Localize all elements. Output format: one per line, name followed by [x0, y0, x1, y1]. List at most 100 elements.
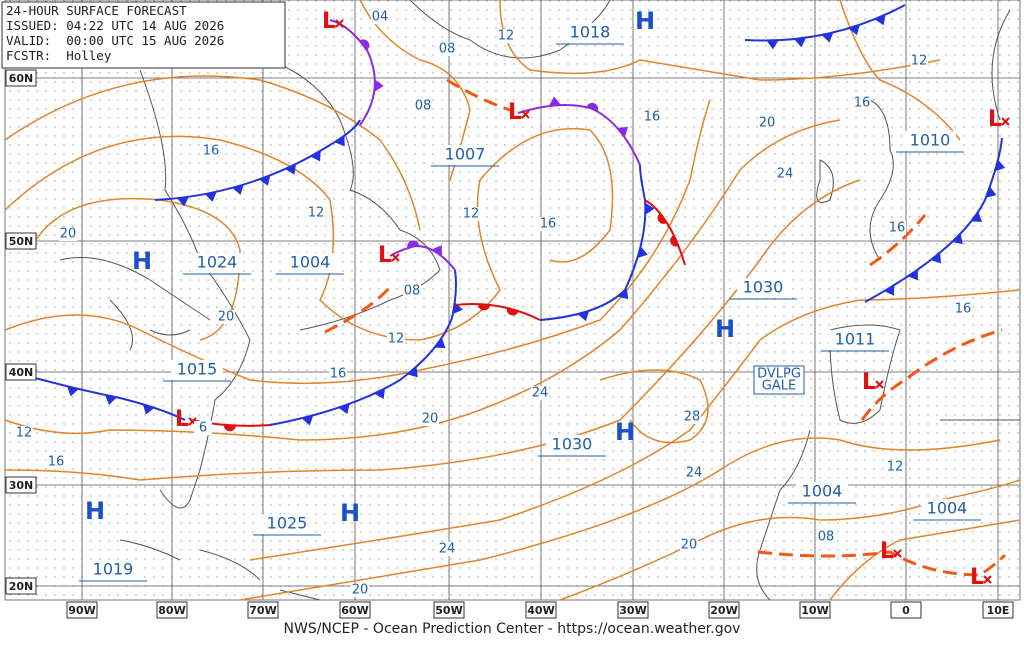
low-marker: L	[862, 370, 876, 395]
center-pressure: 1011	[835, 330, 876, 349]
warning-text: DVLPG	[757, 367, 801, 382]
front-symbol	[259, 175, 271, 186]
isobar-label-bg	[888, 221, 906, 235]
isobar-label: 16	[540, 217, 557, 232]
high-marker: H	[635, 7, 655, 35]
warning-box	[753, 365, 805, 395]
isobar-label-bg	[371, 10, 389, 24]
lat-label: 60N	[9, 72, 34, 85]
lat-box	[5, 577, 37, 595]
isobar-label: 20	[681, 538, 698, 553]
lon-box	[156, 601, 188, 619]
cold-front	[744, 4, 906, 42]
isobar-label: 12	[16, 426, 33, 441]
header-line: VALID: 00:00 UTC 15 AUG 2026	[6, 33, 224, 48]
lon-box	[708, 601, 740, 619]
front-symbol	[645, 202, 655, 215]
isobar-label-bg	[307, 206, 325, 220]
cold-front	[154, 119, 361, 201]
lat-box	[5, 476, 37, 494]
front-symbol	[985, 186, 997, 198]
front-symbol	[142, 404, 155, 415]
isobar-label-bg	[886, 460, 904, 474]
pressure-bg	[921, 499, 973, 519]
isobar-label: 16	[889, 221, 906, 236]
isobar-label: 12	[887, 460, 904, 475]
lat-label: 30N	[9, 479, 34, 492]
isobar-label: 24	[532, 386, 549, 401]
lon-box	[247, 601, 279, 619]
lon-label: 40W	[527, 604, 554, 617]
pressure-bg	[737, 278, 789, 298]
lon-box	[799, 601, 831, 619]
isobar-label-bg	[853, 96, 871, 110]
isobar-label-bg	[462, 207, 480, 221]
center-pressure: 1024	[197, 253, 238, 272]
cold-front	[269, 269, 457, 426]
front-symbol	[285, 163, 297, 175]
isobars	[4, 0, 1021, 601]
isobar-label: 20	[352, 583, 369, 598]
front-symbol	[334, 135, 345, 147]
front-symbol	[884, 284, 895, 296]
isobar-label-bg	[643, 110, 661, 124]
pressure-bg	[191, 253, 243, 273]
isobar-label-bg	[438, 42, 456, 56]
pressure-bg	[564, 23, 616, 43]
isobar-label-bg	[776, 167, 794, 181]
front-symbol	[177, 196, 189, 207]
low-marker: L	[970, 565, 984, 590]
front-symbol	[670, 235, 679, 247]
isobar-label: 24	[439, 542, 456, 557]
isobar-label: 16	[203, 144, 220, 159]
center-pressure: 1030	[743, 278, 784, 297]
lat-label: 40N	[9, 366, 34, 379]
isobar-label-bg	[531, 386, 549, 400]
lon-box	[617, 601, 649, 619]
front-symbol	[232, 184, 244, 195]
front-symbol	[617, 288, 629, 300]
low-marker: L	[508, 100, 522, 125]
low-marker: L	[322, 9, 336, 34]
low-x	[893, 549, 902, 558]
lon-box	[982, 601, 1014, 619]
front-symbol	[637, 246, 648, 258]
isobar-label-bg	[954, 302, 972, 316]
high-marker: H	[615, 418, 635, 446]
pressure-bg	[829, 330, 881, 350]
isobar-label: 12	[911, 54, 928, 69]
center-pressure: 1010	[910, 131, 951, 150]
isobar-label-bg	[387, 332, 405, 346]
isobar-label: 16	[854, 96, 871, 111]
low-x	[521, 110, 530, 119]
pressure-bg	[284, 253, 336, 273]
map-border	[4, 0, 1021, 601]
center-pressure: 1025	[267, 514, 308, 533]
isobar-label: 28	[684, 410, 701, 425]
isobar-label: 12	[498, 29, 515, 44]
graticule	[4, 0, 1021, 601]
lon-label: 70W	[249, 604, 276, 617]
header-line: FCSTR: Holley	[6, 48, 112, 63]
pressure-bg	[171, 360, 223, 380]
low-x	[875, 380, 884, 389]
header-box	[1, 1, 286, 69]
front-symbol	[874, 14, 886, 26]
front-symbol	[223, 424, 236, 432]
pressure-bg	[904, 131, 956, 151]
lat-label: 50N	[9, 235, 34, 248]
low-x	[335, 19, 344, 28]
lon-label: 30W	[619, 604, 646, 617]
lon-box	[339, 601, 371, 619]
front-symbol	[374, 79, 384, 92]
front-symbol	[657, 212, 668, 224]
isobar-label: 24	[777, 167, 794, 182]
header-line: ISSUED: 04:22 UTC 14 AUG 2026	[6, 18, 224, 33]
low-marker: L	[988, 107, 1002, 132]
pressure-bg	[796, 482, 848, 502]
header-line: 24-HOUR SURFACE FORECAST	[6, 3, 187, 18]
lat-box	[5, 232, 37, 250]
isobar-label-bg	[539, 217, 557, 231]
high-marker: H	[132, 247, 152, 275]
